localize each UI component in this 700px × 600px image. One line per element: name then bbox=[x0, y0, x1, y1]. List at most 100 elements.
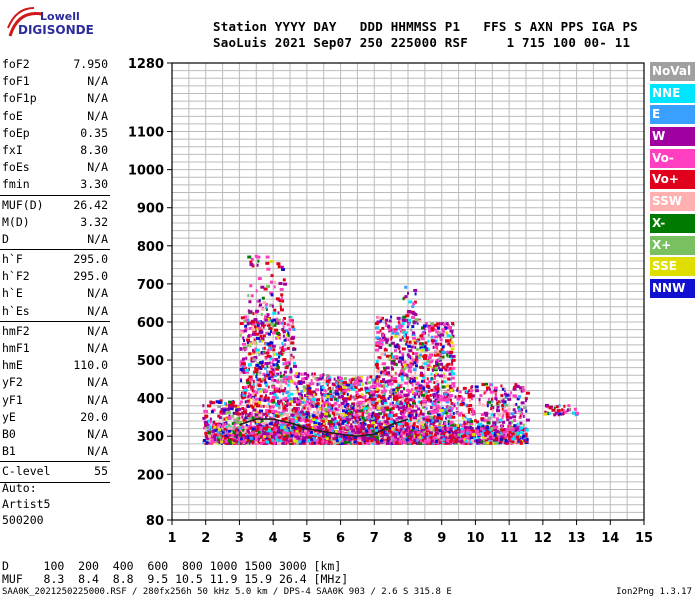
echo-point bbox=[422, 354, 426, 358]
echo-point bbox=[521, 412, 524, 416]
echo-point bbox=[395, 424, 398, 428]
echo-point bbox=[423, 388, 426, 392]
echo-point bbox=[290, 357, 294, 361]
echo-point bbox=[406, 408, 409, 412]
echo-point bbox=[261, 364, 265, 368]
echo-point bbox=[279, 305, 282, 309]
echo-point bbox=[280, 267, 285, 271]
echo-point bbox=[408, 318, 412, 322]
echo-point bbox=[282, 318, 285, 322]
echo-point bbox=[229, 402, 233, 406]
echo-point bbox=[434, 342, 439, 346]
echo-point bbox=[265, 404, 269, 408]
echo-point bbox=[344, 397, 348, 401]
echo-point bbox=[337, 437, 340, 441]
echo-point bbox=[383, 401, 388, 405]
echo-point bbox=[249, 333, 252, 337]
echo-point bbox=[307, 404, 311, 408]
echo-point bbox=[395, 418, 399, 422]
echo-point bbox=[248, 375, 253, 379]
echo-point bbox=[568, 407, 571, 411]
echo-point bbox=[282, 344, 285, 348]
echo-point bbox=[294, 409, 298, 413]
echo-point bbox=[316, 439, 320, 443]
echo-point bbox=[303, 413, 306, 417]
echo-point bbox=[311, 438, 315, 442]
echo-point bbox=[399, 434, 402, 438]
echo-point bbox=[343, 413, 348, 417]
echo-point bbox=[256, 255, 261, 259]
echo-point bbox=[216, 432, 220, 436]
echo-point bbox=[240, 435, 244, 439]
echo-point bbox=[247, 318, 250, 322]
echo-point bbox=[246, 415, 250, 419]
echo-point bbox=[490, 407, 493, 411]
echo-point bbox=[323, 407, 328, 411]
echo-point bbox=[512, 408, 516, 412]
echo-point bbox=[356, 425, 361, 429]
echo-point bbox=[269, 374, 274, 378]
echo-point bbox=[347, 427, 351, 431]
echo-point bbox=[255, 363, 260, 367]
echo-point bbox=[425, 381, 429, 385]
echo-point bbox=[260, 366, 263, 370]
echo-point bbox=[370, 397, 375, 401]
echo-point bbox=[409, 377, 413, 381]
echo-point bbox=[389, 407, 393, 411]
echo-point bbox=[390, 425, 395, 429]
echo-point bbox=[449, 413, 452, 417]
echo-point bbox=[307, 432, 311, 436]
echo-point bbox=[239, 360, 244, 364]
echo-point bbox=[240, 316, 245, 320]
echo-point bbox=[351, 377, 354, 381]
echo-point bbox=[470, 407, 474, 411]
echo-point bbox=[248, 363, 253, 367]
echo-point bbox=[525, 409, 528, 413]
echo-point bbox=[278, 435, 282, 439]
echo-point bbox=[249, 395, 252, 399]
echo-point bbox=[331, 417, 334, 421]
echo-point bbox=[330, 390, 333, 394]
echo-point bbox=[202, 416, 206, 420]
echo-point bbox=[414, 386, 419, 390]
echo-point bbox=[287, 375, 292, 379]
echo-point bbox=[279, 374, 283, 378]
echo-point bbox=[436, 322, 441, 326]
echo-point bbox=[304, 372, 308, 376]
echo-point bbox=[485, 385, 488, 389]
echo-point bbox=[490, 397, 493, 401]
echo-point bbox=[500, 428, 505, 432]
echo-point bbox=[382, 338, 385, 342]
echo-point bbox=[497, 438, 501, 442]
echo-point bbox=[226, 403, 230, 407]
echo-point bbox=[417, 338, 421, 342]
echo-point bbox=[277, 311, 280, 315]
echo-point bbox=[524, 397, 528, 401]
echo-point bbox=[338, 385, 343, 389]
echo-point bbox=[408, 367, 412, 371]
echo-point bbox=[292, 424, 295, 428]
echo-point bbox=[504, 387, 507, 391]
echo-point bbox=[483, 419, 488, 423]
echo-point bbox=[215, 441, 219, 445]
echo-point bbox=[435, 339, 438, 343]
echo-point bbox=[306, 391, 310, 395]
echo-point bbox=[413, 409, 418, 413]
param-value: 3.32 bbox=[80, 214, 108, 229]
echo-point bbox=[332, 391, 335, 395]
echo-point bbox=[358, 376, 361, 380]
echo-point bbox=[451, 409, 454, 413]
echo-point bbox=[435, 373, 439, 377]
echo-point bbox=[298, 381, 301, 385]
echo-point bbox=[221, 424, 225, 428]
echo-point bbox=[456, 412, 461, 416]
echo-point bbox=[365, 381, 369, 385]
echo-point bbox=[254, 326, 259, 330]
echo-point bbox=[492, 405, 495, 409]
echo-point bbox=[383, 387, 386, 391]
echo-point bbox=[440, 408, 445, 412]
echo-point bbox=[251, 332, 256, 336]
y-tick-label: 900 bbox=[137, 202, 164, 217]
echo-point bbox=[382, 336, 385, 340]
echo-point bbox=[442, 407, 447, 411]
